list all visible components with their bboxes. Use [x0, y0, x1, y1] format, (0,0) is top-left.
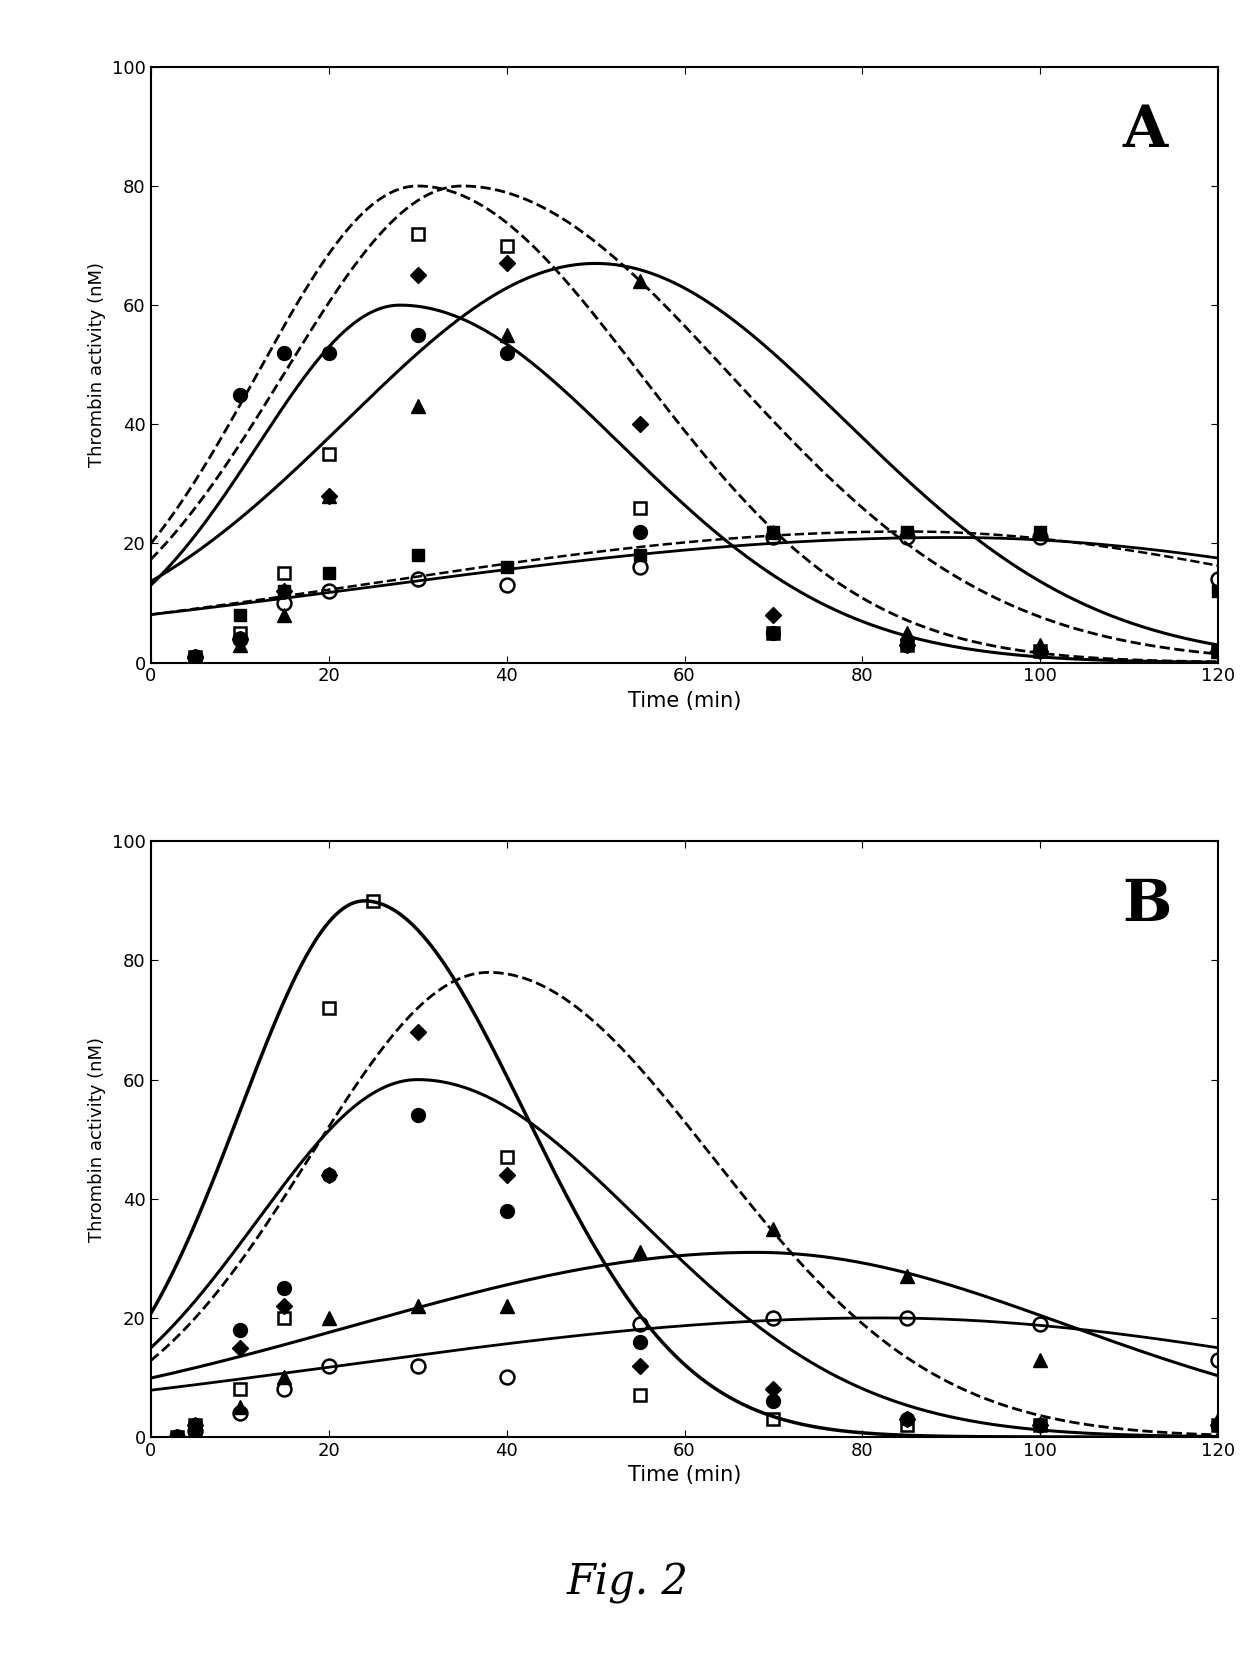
Y-axis label: Thrombin activity (nM): Thrombin activity (nM)	[88, 1036, 107, 1242]
Text: A: A	[1123, 102, 1168, 159]
X-axis label: Time (min): Time (min)	[628, 692, 741, 710]
Text: Fig. 2: Fig. 2	[566, 1562, 690, 1604]
Text: B: B	[1123, 877, 1172, 932]
Y-axis label: Thrombin activity (nM): Thrombin activity (nM)	[88, 262, 107, 468]
X-axis label: Time (min): Time (min)	[628, 1465, 741, 1486]
